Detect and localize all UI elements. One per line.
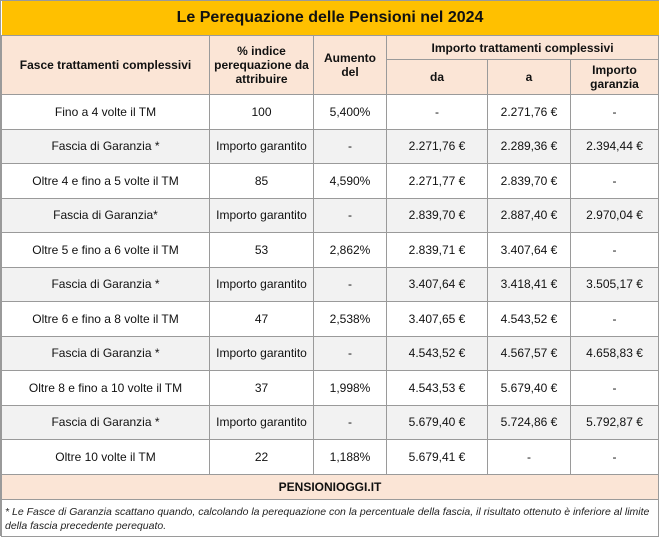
table-row: Oltre 5 e fino a 6 volte il TM 53 2,862%… — [1, 232, 659, 268]
cell-fascia: Oltre 10 volte il TM — [1, 439, 210, 475]
cell-garanzia: - — [569, 232, 659, 268]
cell-garanzia: 3.505,17 € — [569, 266, 659, 302]
cell-fascia: Oltre 4 e fino a 5 volte il TM — [1, 163, 210, 199]
cell-a: 2.887,40 € — [487, 197, 571, 233]
cell-indice: Importo garantito — [209, 335, 314, 371]
cell-fascia: Fino a 4 volte il TM — [1, 94, 210, 130]
table-row: Fascia di Garanzia * Importo garantito -… — [1, 266, 659, 302]
table-row: Oltre 10 volte il TM 22 1,188% 5.679,41 … — [1, 439, 659, 475]
cell-fascia: Oltre 8 e fino a 10 volte il TM — [1, 370, 210, 406]
cell-indice: Importo garantito — [209, 128, 314, 164]
cell-indice: 85 — [209, 163, 314, 199]
cell-da: 2.839,70 € — [386, 197, 488, 233]
cell-a: 4.543,52 € — [487, 301, 571, 337]
cell-indice: 47 — [209, 301, 314, 337]
cell-a: 3.407,64 € — [487, 232, 571, 268]
cell-aumento: - — [313, 197, 387, 233]
cell-garanzia: - — [569, 370, 659, 406]
header-da: da — [386, 59, 488, 95]
cell-indice: Importo garantito — [209, 404, 314, 440]
header-aumento: Aumento del — [313, 35, 387, 95]
table-row: Oltre 6 e fino a 8 volte il TM 47 2,538%… — [1, 301, 659, 337]
table-body: Fino a 4 volte il TM 100 5,400% - 2.271,… — [0, 94, 659, 537]
cell-indice: 100 — [209, 94, 314, 130]
cell-a: 5.724,86 € — [487, 404, 571, 440]
cell-a: 4.567,57 € — [487, 335, 571, 371]
cell-aumento: 2,862% — [313, 232, 387, 268]
cell-a: 5.679,40 € — [487, 370, 571, 406]
header-a: a — [487, 59, 571, 95]
cell-indice: Importo garantito — [209, 197, 314, 233]
table-row: Fascia di Garanzia * Importo garantito -… — [1, 335, 659, 371]
cell-da: 2.271,76 € — [386, 128, 488, 164]
cell-a: 2.289,36 € — [487, 128, 571, 164]
table-row: Fascia di Garanzia * Importo garantito -… — [1, 404, 659, 440]
cell-indice: 53 — [209, 232, 314, 268]
cell-fascia: Fascia di Garanzia * — [1, 266, 210, 302]
cell-aumento: 4,590% — [313, 163, 387, 199]
cell-a: 3.418,41 € — [487, 266, 571, 302]
cell-fascia: Oltre 5 e fino a 6 volte il TM — [1, 232, 210, 268]
cell-da: - — [386, 94, 488, 130]
cell-garanzia: 4.658,83 € — [569, 335, 659, 371]
table-row: Fascia di Garanzia * Importo garantito -… — [1, 128, 659, 164]
cell-da: 2.271,77 € — [386, 163, 488, 199]
cell-indice: Importo garantito — [209, 266, 314, 302]
cell-a: 2.271,76 € — [487, 94, 571, 130]
cell-aumento: 2,538% — [313, 301, 387, 337]
cell-fascia: Fascia di Garanzia* — [1, 197, 210, 233]
cell-aumento: - — [313, 404, 387, 440]
cell-garanzia: - — [569, 301, 659, 337]
cell-a: - — [487, 439, 571, 475]
cell-garanzia: - — [569, 163, 659, 199]
cell-garanzia: 5.792,87 € — [569, 404, 659, 440]
cell-da: 3.407,65 € — [386, 301, 488, 337]
cell-da: 3.407,64 € — [386, 266, 488, 302]
site-name: PENSIONIOGGI.IT — [0, 473, 659, 500]
cell-da: 2.839,71 € — [386, 232, 488, 268]
cell-aumento: - — [313, 266, 387, 302]
cell-aumento: 1,188% — [313, 439, 387, 475]
cell-fascia: Oltre 6 e fino a 8 volte il TM — [1, 301, 210, 337]
cell-da: 4.543,53 € — [386, 370, 488, 406]
cell-garanzia: - — [569, 439, 659, 475]
header-importo: Importo trattamenti complessivi — [385, 34, 659, 61]
cell-garanzia: 2.394,44 € — [569, 128, 659, 164]
footnote: * Le Fasce di Garanzia scattano quando, … — [0, 498, 659, 537]
table-row: Oltre 8 e fino a 10 volte il TM 37 1,998… — [1, 370, 659, 406]
cell-indice: 37 — [209, 370, 314, 406]
cell-fascia: Fascia di Garanzia * — [1, 335, 210, 371]
cell-indice: 22 — [209, 439, 314, 475]
cell-fascia: Fascia di Garanzia * — [1, 404, 210, 440]
cell-a: 2.839,70 € — [487, 163, 571, 199]
table-row: Fascia di Garanzia* Importo garantito - … — [1, 197, 659, 233]
cell-aumento: - — [313, 128, 387, 164]
cell-da: 5.679,40 € — [386, 404, 488, 440]
table-title: Le Perequazione delle Pensioni nel 2024 — [1, 1, 659, 36]
header-garanzia: Importo garanzia — [569, 59, 659, 95]
cell-da: 4.543,52 € — [386, 335, 488, 371]
table-row: Fino a 4 volte il TM 100 5,400% - 2.271,… — [1, 94, 659, 130]
table-row: Oltre 4 e fino a 5 volte il TM 85 4,590%… — [1, 163, 659, 199]
header-fasce: Fasce trattamenti complessivi — [1, 35, 210, 95]
cell-aumento: - — [313, 335, 387, 371]
header-indice: % indice perequazione da attribuire — [209, 35, 314, 95]
cell-aumento: 1,998% — [313, 370, 387, 406]
cell-garanzia: 2.970,04 € — [569, 197, 659, 233]
cell-aumento: 5,400% — [313, 94, 387, 130]
cell-da: 5.679,41 € — [386, 439, 488, 475]
cell-garanzia: - — [569, 94, 659, 130]
cell-fascia: Fascia di Garanzia * — [1, 128, 210, 164]
